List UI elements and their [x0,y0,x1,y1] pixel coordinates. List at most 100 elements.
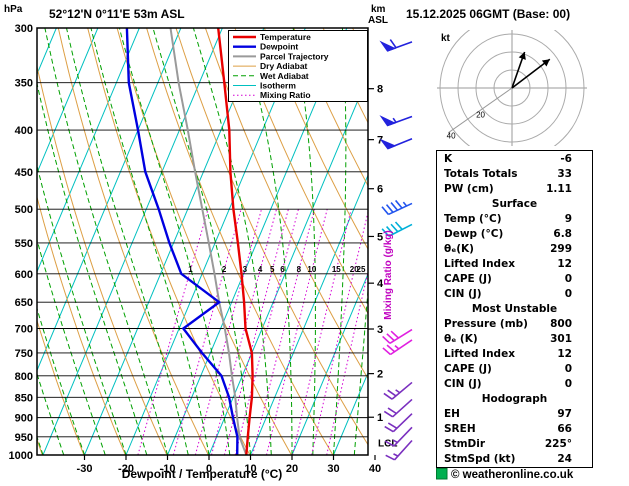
table-row: SREH 66 [437,422,592,437]
mixing-ratio-label: 20 [350,265,359,274]
row-label: Pressure (mb) [444,318,528,331]
row-label: K [444,152,453,165]
row-value: 12 [557,257,572,270]
table-row: EH 97 [437,407,592,422]
weatheronline-logo-icon [436,468,448,480]
pressure-tick-label: 650 [15,297,33,309]
wind-barb [384,413,413,433]
table-row: K -6 [437,151,592,166]
sounding-profiles [125,28,254,455]
temperature-curve [217,28,254,455]
table-row: Pressure (mb) 800 [437,317,592,332]
wind-barb [381,221,413,237]
row-value: 9 [564,212,572,225]
table-row: CAPE (J) 0 [437,271,592,286]
hodograph-ring [439,30,585,146]
table-row: StmSpd (kt) 24 [437,452,592,467]
legend-label: Parcel Trajectory [260,51,329,61]
row-value: -6 [560,152,572,165]
pressure-tick-label: 450 [15,167,33,179]
mixing-ratio-label: 10 [307,265,316,274]
wind-barb [379,39,413,52]
row-label: Totals Totals [444,167,518,180]
temp-tick-label: -20 [118,463,134,475]
temp-tick-label: 30 [327,463,339,475]
mixing-ratio-label: 3 [243,265,248,274]
pressure-tick-label: 350 [15,78,33,90]
row-label: StmDir [444,438,486,451]
row-label: EH [444,408,460,421]
row-label: SREH [444,423,476,436]
pressure-tick-label: 800 [15,371,33,383]
row-value: 0 [564,378,572,391]
altitude-axis-unit-asl: ASL [368,15,388,26]
km-tick-label: 6 [377,184,383,196]
legend-label: Mixing Ratio [260,90,311,100]
temp-tick-label: 40 [369,463,381,475]
row-value: 0 [564,363,572,376]
row-label: Most Unstable [471,302,558,315]
table-row: θₑ (K) 301 [437,332,592,347]
mixing-ratio-axis-label: Mixing Ratio (g/kg) [383,230,394,319]
row-label: Lifted Index [444,348,515,361]
mixing-ratio-label: 6 [280,265,285,274]
row-value: 1.11 [546,182,572,195]
legend-label: Wet Adiabat [260,71,309,81]
axes: 3003504004505005506006507007508008509009… [9,23,398,475]
temp-tick-label: -30 [77,463,93,475]
plot-border [36,27,369,456]
copyright-label: © weatheronline.co.uk [451,469,574,481]
wind-barb [382,328,413,344]
mixing-ratio-label: 8 [297,265,302,274]
row-value: 0 [564,272,572,285]
row-value: 0 [564,287,572,300]
indices-table: K -6 Totals Totals 33 PW (cm) 1.11 Surface Temp… [436,150,593,468]
row-label: CIN (J) [444,287,482,300]
row-label: Lifted Index [444,257,515,270]
row-value: 225° [544,438,572,451]
km-tick-label: 7 [377,135,383,147]
pressure-tick-label: 500 [15,204,33,216]
hodograph-ring-label: 40 [447,131,456,140]
row-label: CAPE (J) [444,272,492,285]
row-value: 299 [550,242,572,255]
row-label: Temp (°C) [444,212,502,225]
lcl-label: LCL [378,438,397,449]
hodograph-unit-label: kt [441,33,451,44]
legend-label: Temperature [260,32,311,42]
wind-barb [385,439,413,461]
table-row: θₑ(K) 299 [437,241,592,256]
pressure-tick-label: 1000 [9,450,33,462]
table-row: StmDir 225° [437,437,592,452]
km-tick-label: 3 [377,324,383,336]
row-value: 97 [557,408,572,421]
km-tick-label: 4 [377,278,384,290]
wind-barb [383,381,413,400]
pressure-tick-label: 750 [15,348,33,360]
temp-tick-label: 0 [206,463,212,475]
wind-barb [384,426,413,447]
row-label: Surface [491,197,538,210]
table-row: CAPE (J) 0 [437,362,592,377]
hodograph-ring [457,33,567,143]
wind-barb [379,138,413,150]
row-value: 6.8 [553,227,572,240]
mixing-ratio-label: 4 [258,265,263,274]
pressure-tick-label: 600 [15,269,33,281]
pressure-tick-label: 950 [15,432,33,444]
table-row: CIN (J) 0 [437,377,592,392]
temp-tick-label: -10 [160,463,176,475]
station-title: 52°12'N 0°11'E 53m ASL [49,7,185,21]
row-value: 24 [557,453,572,466]
temp-tick-label: 10 [244,463,256,475]
mixing-ratio-label: 15 [332,265,341,274]
table-section-title: Most Unstable [437,301,592,316]
hodograph-ring [493,69,531,107]
table-row: CIN (J) 0 [437,286,592,301]
wind-barb [379,115,413,127]
pressure-tick-label: 850 [15,392,33,404]
pressure-tick-label: 400 [15,125,33,137]
